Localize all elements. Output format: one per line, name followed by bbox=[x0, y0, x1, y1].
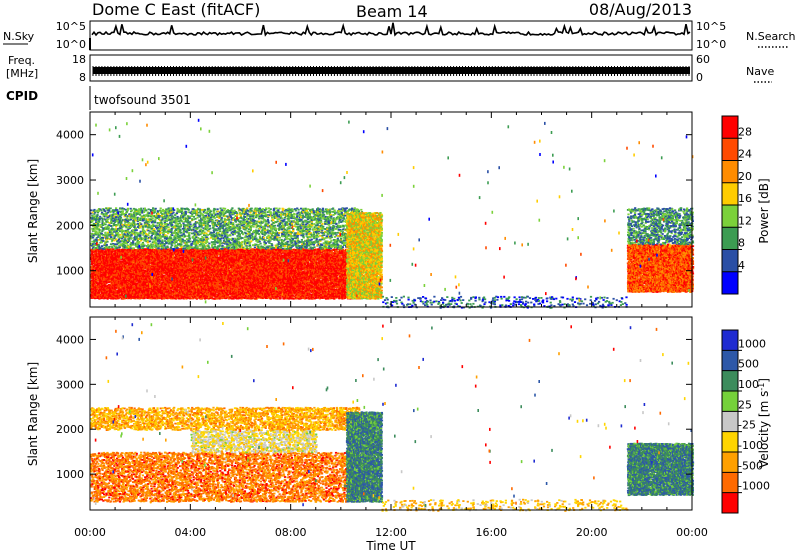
nave-label: Nave bbox=[746, 65, 774, 78]
date-title: 08/Aug/2013 bbox=[589, 0, 692, 19]
noise-left-tick-top: 10^5 bbox=[56, 20, 86, 33]
cpid-text: twofsound 3501 bbox=[94, 93, 191, 107]
nsearch-label: N.Search bbox=[746, 30, 796, 43]
noise-left-tick-bottom: 10^0 bbox=[56, 38, 86, 51]
freq-left-tick-top: 18 bbox=[72, 53, 86, 66]
freq-label-line1: Freq. bbox=[8, 54, 35, 67]
noise-right-tick-top: 10^5 bbox=[696, 20, 726, 33]
freq-right-tick-top: 60 bbox=[696, 53, 710, 66]
power-scatter bbox=[90, 119, 694, 309]
station-title: Dome C East (fitACF) bbox=[92, 0, 260, 19]
freq-right-tick-bottom: 0 bbox=[696, 71, 703, 84]
noise-right-tick-bottom: 10^0 bbox=[696, 38, 726, 51]
freq-trace-ticks bbox=[93, 66, 689, 76]
noise-trace-line bbox=[92, 23, 690, 35]
freq-left-tick-bottom: 8 bbox=[79, 71, 86, 84]
freq-label-line2: [MHz] bbox=[6, 67, 38, 80]
nsky-label: N.Sky bbox=[3, 30, 35, 43]
noise-trace bbox=[90, 23, 690, 50]
cpid-label: CPID bbox=[6, 89, 38, 103]
beam-title: Beam 14 bbox=[356, 2, 428, 21]
radar-summary-plot: Dome C East (fitACF) Beam 14 08/Aug/2013… bbox=[0, 0, 800, 554]
